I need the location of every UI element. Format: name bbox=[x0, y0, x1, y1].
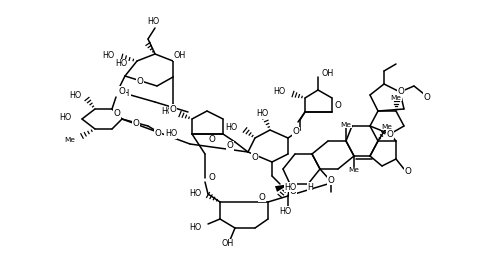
Text: O: O bbox=[227, 141, 234, 150]
Text: HO: HO bbox=[165, 130, 177, 138]
Text: OH: OH bbox=[222, 239, 234, 249]
Text: HO: HO bbox=[284, 182, 296, 192]
Text: Me: Me bbox=[348, 167, 359, 173]
Text: O: O bbox=[290, 187, 297, 196]
Text: O: O bbox=[397, 87, 404, 96]
Text: OH: OH bbox=[118, 90, 130, 98]
Text: O: O bbox=[137, 76, 144, 85]
Text: Me: Me bbox=[64, 137, 75, 143]
Text: HO: HO bbox=[60, 113, 72, 122]
Text: HO: HO bbox=[162, 107, 174, 116]
Text: O: O bbox=[251, 153, 258, 161]
Text: HO: HO bbox=[190, 189, 202, 198]
Text: Me: Me bbox=[382, 124, 393, 130]
Text: Me: Me bbox=[341, 122, 351, 128]
Text: O: O bbox=[119, 87, 125, 96]
Text: HO: HO bbox=[116, 59, 128, 68]
Text: HO: HO bbox=[70, 90, 82, 99]
Text: O: O bbox=[170, 104, 176, 113]
Text: O: O bbox=[293, 127, 299, 136]
Text: O: O bbox=[208, 136, 215, 144]
Text: Me: Me bbox=[391, 95, 401, 101]
Text: OH: OH bbox=[173, 52, 185, 61]
Text: O: O bbox=[154, 130, 161, 138]
Text: O: O bbox=[404, 167, 411, 176]
Polygon shape bbox=[275, 184, 290, 192]
Text: HO: HO bbox=[190, 222, 202, 232]
Text: O: O bbox=[113, 110, 120, 118]
Text: O: O bbox=[208, 173, 215, 182]
Text: OH: OH bbox=[321, 70, 333, 78]
Text: O: O bbox=[424, 93, 431, 101]
Text: H: H bbox=[307, 182, 313, 192]
Text: HO: HO bbox=[274, 87, 286, 96]
Text: O: O bbox=[335, 101, 342, 110]
Text: HO: HO bbox=[103, 50, 115, 59]
Text: O: O bbox=[258, 193, 265, 201]
Text: HO: HO bbox=[256, 110, 268, 118]
Text: O: O bbox=[133, 119, 140, 129]
Text: O: O bbox=[328, 176, 335, 185]
Text: HO: HO bbox=[226, 122, 238, 132]
Text: HO: HO bbox=[279, 207, 291, 215]
Text: HO: HO bbox=[147, 18, 159, 27]
Text: O: O bbox=[387, 130, 394, 139]
